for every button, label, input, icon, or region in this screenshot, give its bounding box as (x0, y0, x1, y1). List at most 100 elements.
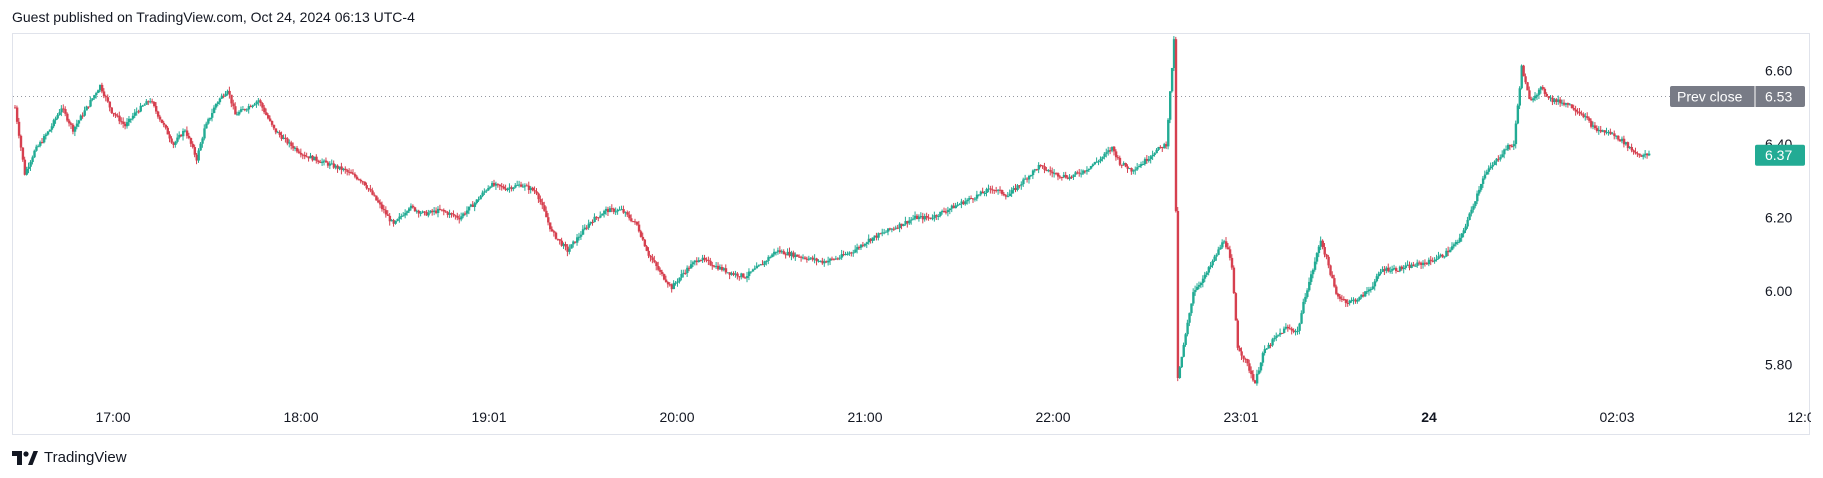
candle-body (1259, 362, 1263, 371)
candle-body (1599, 129, 1603, 132)
candle-body (1429, 259, 1433, 261)
candle-body (873, 235, 876, 238)
candle-body (767, 257, 770, 261)
candle-body (1323, 247, 1326, 255)
candle-body (220, 95, 224, 99)
candle-body (1412, 264, 1415, 266)
candle-body (1051, 171, 1054, 174)
candle-body (813, 258, 817, 260)
candle-body (703, 257, 706, 260)
candle-body (147, 101, 150, 103)
candle-body (352, 173, 355, 175)
candle-body (359, 179, 363, 182)
candle-body (460, 216, 463, 220)
candle-body (1097, 161, 1100, 163)
candle-body (1458, 237, 1462, 242)
candle-body (180, 134, 183, 137)
candle-body (1064, 174, 1068, 178)
candle-body (919, 216, 923, 218)
candle-body (1364, 291, 1367, 297)
candle-body (106, 97, 110, 102)
candle-body (929, 217, 932, 219)
candle-body (606, 208, 610, 213)
candle-body (819, 260, 822, 262)
candle-body (1315, 253, 1319, 262)
candle-body (958, 204, 961, 206)
candle-body (238, 111, 241, 115)
candle-body (369, 189, 372, 191)
candle-body (1192, 292, 1195, 304)
candle-body (1441, 254, 1444, 257)
candle-body (564, 244, 567, 247)
candle-body (840, 254, 844, 258)
candle-body (1271, 339, 1274, 346)
candle-body (241, 109, 245, 111)
candle-body (1116, 157, 1120, 159)
candle-body (1402, 267, 1406, 270)
candle-body (935, 215, 938, 217)
time-tick-label: 24 (1421, 409, 1437, 425)
candle-body (1360, 294, 1363, 298)
published-caption: Guest published on TradingView.com, Oct … (12, 9, 415, 25)
candle-body (1099, 158, 1102, 162)
candle-body (786, 251, 789, 256)
candle-body (1423, 262, 1427, 264)
candlestick-chart[interactable]: 6.606.406.206.005.80 17:00 18:00 19:01 20:0… (13, 34, 1811, 436)
candle-body (732, 273, 735, 275)
footer-brand[interactable]: TradingView (12, 449, 127, 466)
chart-area[interactable]: 6.60 6.40 6.20 6.00 5.80 17:00 18:00 19:01 20:0… (12, 33, 1811, 436)
candle-body (966, 199, 969, 202)
candle-body (774, 251, 778, 253)
candle-body (400, 215, 403, 217)
candle-body (763, 261, 766, 265)
candle-body (1593, 125, 1597, 129)
candle-body (440, 209, 444, 211)
candle-body (572, 241, 575, 245)
price-axis[interactable]: 6.606.406.206.005.80 (1765, 63, 1792, 373)
candle-body (178, 134, 181, 138)
candle-body (1468, 213, 1471, 221)
candle-body (1435, 258, 1438, 260)
candle-body (1012, 187, 1015, 191)
candle-body (973, 198, 977, 200)
candle-body (662, 274, 666, 280)
time-tick-label: 23:01 (1223, 409, 1258, 425)
candle-body (823, 261, 826, 264)
candle-body (867, 238, 871, 243)
candle-body (251, 105, 254, 107)
candle-body (653, 260, 656, 263)
candle-body (579, 234, 583, 237)
candle-body (1437, 256, 1440, 259)
candle-body (1605, 132, 1608, 134)
candle-body (265, 112, 268, 115)
candle-body (1510, 145, 1514, 147)
candle-body (1385, 267, 1388, 271)
candle-body (931, 218, 934, 220)
candle-body (624, 212, 627, 214)
candle-body (1543, 88, 1547, 94)
candle-body (846, 253, 849, 255)
candle-body (1491, 164, 1494, 167)
candle-body (1263, 349, 1267, 354)
time-axis[interactable]: 17:00 18:00 19:01 20:00 21:00 22:00 23:01 24 02:… (95, 409, 1811, 425)
candle-body (85, 106, 88, 111)
candle-body (1622, 138, 1626, 145)
candle-body (382, 209, 386, 211)
candle-body (1128, 168, 1131, 170)
candle-body (790, 252, 793, 257)
candle-body (483, 191, 486, 193)
candle-body (1410, 264, 1413, 268)
candle-body (1499, 157, 1502, 160)
candle-body (1394, 268, 1398, 271)
candle-body (566, 246, 569, 252)
candle-body (1489, 166, 1493, 169)
candle-body (1250, 370, 1253, 375)
candle-body (597, 217, 600, 219)
candle-body (863, 243, 867, 246)
candle-body (81, 115, 85, 117)
candle-body (991, 189, 994, 191)
candle-body (1018, 185, 1021, 187)
candle-body (110, 107, 113, 113)
candle-body (464, 213, 467, 215)
candle-body (1398, 266, 1402, 272)
